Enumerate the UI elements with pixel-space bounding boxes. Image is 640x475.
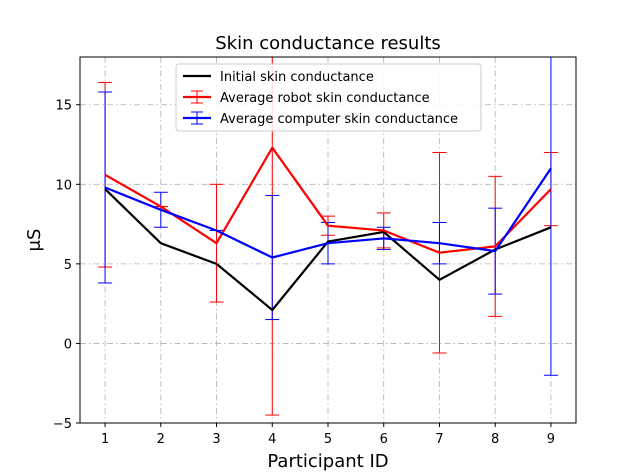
x-tick-label: 7	[435, 432, 443, 447]
series-layer	[98, 57, 558, 416]
y-tick-label: 5	[64, 258, 72, 273]
x-tick-label: 6	[380, 432, 388, 447]
legend-box	[175, 63, 482, 132]
x-tick-label: 4	[268, 432, 276, 447]
y-axis-label: μS	[24, 229, 45, 252]
y-tick-label: 10	[55, 178, 72, 193]
x-tick-label: 5	[324, 432, 332, 447]
chart-title: Skin conductance results	[215, 33, 441, 54]
x-tick-label: 3	[212, 432, 220, 447]
series-line	[104, 188, 552, 312]
x-tick-label: 1	[101, 432, 109, 447]
legend-item: Initial skin conductance	[183, 70, 374, 85]
x-tick-label: 8	[491, 432, 499, 447]
x-tick-label: 9	[547, 432, 555, 447]
series-line	[104, 167, 552, 259]
y-tick-label: −5	[53, 417, 72, 432]
y-tick-label: 15	[55, 99, 72, 114]
x-tick-label: 2	[157, 432, 165, 447]
legend: Initial skin conductance Average robot sk…	[175, 63, 482, 132]
legend-label: Average robot skin conductance	[220, 91, 430, 106]
legend-item: Average robot skin conductance	[183, 90, 430, 106]
axis-ticks: 1 2 3 4 5 6 7 8 9 −5 0 5 10 15	[53, 99, 555, 447]
legend-label: Initial skin conductance	[220, 70, 374, 85]
legend-label: Average computer skin conductance	[220, 112, 458, 127]
y-tick-label: 0	[64, 337, 72, 352]
x-axis-label: Participant ID	[267, 451, 388, 472]
legend-item: Average computer skin conductance	[183, 111, 458, 127]
